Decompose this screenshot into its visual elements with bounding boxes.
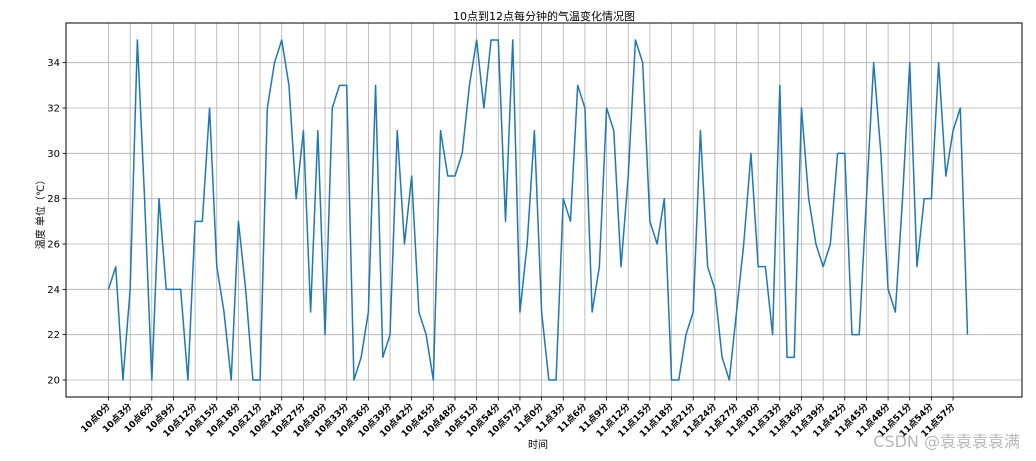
y-tick-label: 26 bbox=[47, 240, 60, 251]
chart-title: 10点到12点每分钟的气温变化情况图 bbox=[453, 9, 635, 23]
plot-frame bbox=[65, 22, 1023, 398]
series-line bbox=[107, 39, 969, 381]
y-tick-label: 24 bbox=[47, 285, 60, 296]
temperature-series bbox=[107, 39, 969, 381]
y-axis-label: 温度 单位（℃） bbox=[34, 175, 47, 249]
y-tick-label: 22 bbox=[47, 330, 60, 341]
y-tick-label: 28 bbox=[47, 194, 60, 205]
y-tick-label: 32 bbox=[47, 104, 60, 115]
y-tick-label: 34 bbox=[47, 58, 60, 69]
y-tick-label: 20 bbox=[47, 376, 60, 387]
y-axis: 20 22 24 26 28 30 32 34 bbox=[47, 58, 66, 387]
watermark: CSDN @袁袁袁袁满 bbox=[873, 432, 1020, 451]
grid-lines bbox=[66, 23, 1022, 397]
y-tick-label: 30 bbox=[47, 149, 60, 160]
x-axis-label: 时间 bbox=[528, 438, 548, 451]
